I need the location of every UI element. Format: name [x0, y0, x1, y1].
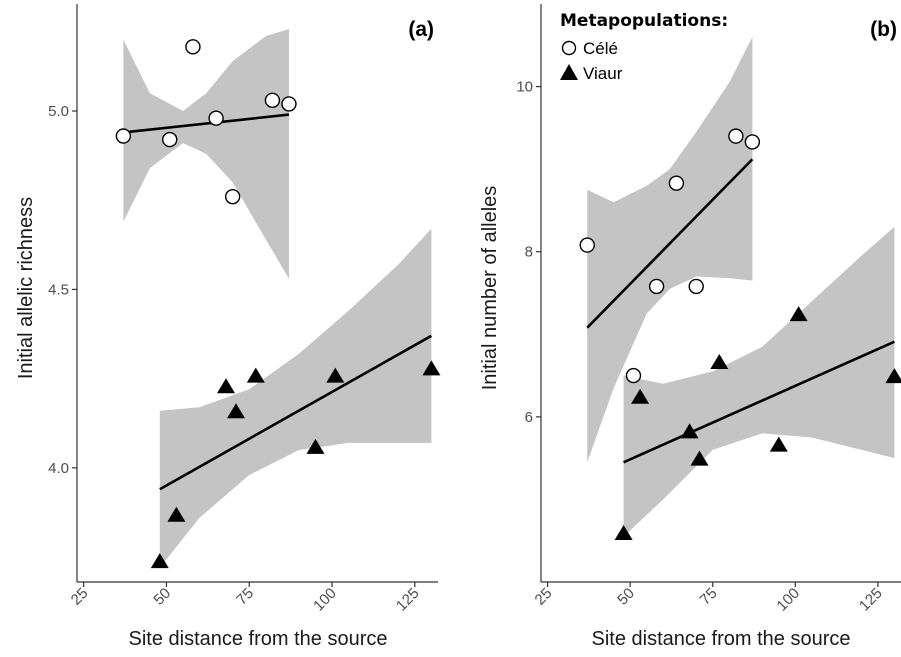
panel-b-point-0-5 — [728, 128, 744, 144]
panel-a-band-0 — [123, 29, 290, 279]
panel-b-point-0-2 — [648, 278, 665, 295]
panel-a-xtick-label-2: 75 — [233, 585, 257, 609]
panel-b-point-0-1 — [625, 367, 642, 384]
panel-a-xtick-label-4: 125 — [393, 585, 423, 615]
panel-a-xtick-label-0: 25 — [68, 585, 92, 609]
panel-b-tag: (b) — [870, 18, 897, 41]
panel-a-plot: 4.0 4.5 5.0 25 50 75 100 125 — [48, 4, 441, 615]
panel-a-xtick-label-3: 100 — [310, 585, 340, 615]
panel-b-xtick-label-1: 50 — [614, 585, 638, 609]
panel-b-xtick-label-3: 100 — [773, 585, 803, 615]
panel-a-band-1 — [159, 228, 432, 568]
legend-viaur-label: Viaur — [583, 64, 623, 83]
panel-a-point-1-7 — [422, 360, 441, 376]
legend: Metapopulations: Célé Viaur — [560, 11, 728, 83]
legend-viaur-marker — [560, 64, 578, 80]
panel-b-xtick-label-0: 25 — [532, 585, 556, 609]
panel-a-ytick-label-1: 4.5 — [48, 281, 69, 298]
panel-b-xtick-label-2: 75 — [697, 585, 721, 609]
panel-b-point-1-2 — [680, 423, 699, 439]
panel-a-point-0-0 — [115, 128, 132, 144]
panel-a-point-0-1 — [162, 131, 178, 148]
panel-a-ytick-label-0: 4.0 — [48, 460, 69, 477]
panel-b-band-0 — [587, 37, 753, 463]
panel-a-point-1-0 — [150, 553, 169, 569]
legend-cele-label: Célé — [583, 39, 618, 58]
panel-a-point-1-3 — [227, 403, 245, 419]
panel-a-ytick-label-2: 5.0 — [48, 103, 69, 120]
panel-a: 4.0 4.5 5.0 25 50 75 100 125 Initial allelic ri… — [15, 4, 441, 650]
panel-b-ytick-label-2: 10 — [516, 79, 533, 96]
panel-a-point-1-4 — [246, 367, 265, 383]
panel-b-point-0-4 — [688, 278, 704, 295]
panel-b-point-0-6 — [744, 134, 761, 150]
panel-a-point-0-4 — [224, 188, 241, 205]
panel-a-point-1-5 — [306, 438, 325, 454]
panel-a-xlabel: Site distance from the source — [128, 628, 387, 650]
panel-b-ytick-label-0: 6 — [525, 409, 533, 426]
panel-b: 6 8 10 25 50 75 100 125 Initial number of allel… — [479, 4, 901, 650]
legend-cele-marker — [561, 40, 577, 56]
panel-a-fit-line-0 — [123, 113, 290, 134]
panel-b-ylabel: Initial number of alleles — [479, 186, 501, 391]
panel-b-point-1-6 — [789, 306, 808, 322]
panel-b-band-1 — [623, 226, 895, 537]
panel-b-fit-line-0 — [586, 158, 754, 329]
panel-b-xtick-label-4: 125 — [856, 585, 886, 615]
panel-a-point-1-6 — [326, 367, 345, 383]
panel-b-point-1-0 — [614, 525, 633, 540]
panel-a-xtick-label-1: 50 — [150, 585, 174, 609]
panel-b-fit-line-1 — [623, 340, 895, 464]
panel-b-point-0-0 — [579, 237, 595, 253]
panel-a-point-0-2 — [185, 39, 201, 55]
panel-b-point-1-3 — [690, 450, 709, 466]
panel-b-point-1-1 — [631, 388, 650, 404]
panel-b-point-1-4 — [710, 354, 729, 369]
panel-b-xlabel: Site distance from the source — [591, 628, 850, 650]
panel-a-tag: (a) — [408, 18, 434, 41]
panel-a-fit-line-1 — [159, 334, 433, 491]
panel-a-point-0-3 — [208, 110, 224, 126]
panel-b-point-1-7 — [885, 368, 901, 384]
panel-a-ylabel: Initial allelic richness — [15, 197, 37, 379]
panel-b-ytick-label-1: 8 — [525, 244, 533, 261]
panel-a-point-1-1 — [167, 506, 186, 522]
panel-a-point-1-2 — [217, 378, 235, 394]
panel-b-point-0-3 — [668, 175, 685, 191]
panel-b-point-1-5 — [769, 436, 788, 452]
panel-b-plot: 6 8 10 25 50 75 100 125 — [516, 4, 901, 615]
panel-a-point-0-6 — [281, 96, 297, 112]
panel-a-point-0-5 — [264, 92, 281, 109]
legend-title: Metapopulations: — [560, 11, 728, 31]
